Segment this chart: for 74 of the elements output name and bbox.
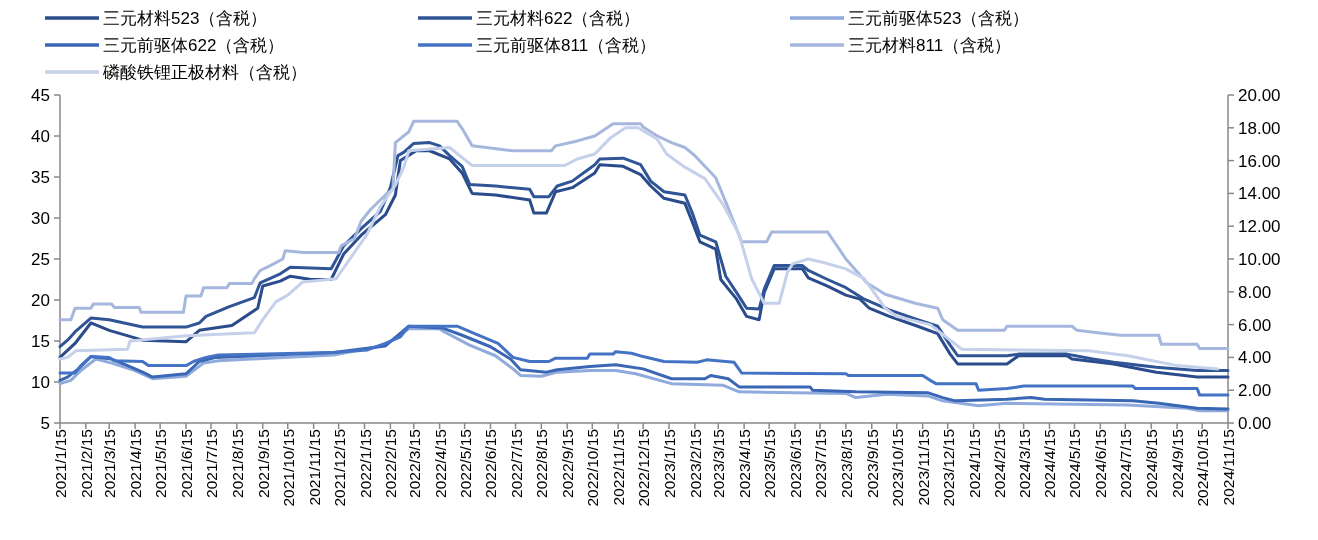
x-tick-label: 2023/2/15 bbox=[686, 429, 704, 498]
x-tick-label: 2022/4/15 bbox=[431, 429, 449, 498]
x-tick-label: 2023/1/15 bbox=[661, 429, 679, 498]
x-tick-label: 2023/10/15 bbox=[888, 429, 906, 507]
y-tick-label: 15 bbox=[31, 332, 50, 351]
x-tick-label: 2024/6/15 bbox=[1092, 429, 1110, 498]
x-tick-label: 2022/5/15 bbox=[456, 429, 474, 498]
x-tick-label: 2021/8/15 bbox=[228, 429, 246, 498]
x-tick-label: 2022/3/15 bbox=[405, 429, 423, 498]
x-tick-label: 2021/3/15 bbox=[101, 429, 119, 498]
x-tick-label: 2023/6/15 bbox=[787, 429, 805, 498]
legend-label: 三元材料523（含税） bbox=[103, 9, 268, 28]
x-tick-label: 2024/4/15 bbox=[1041, 429, 1059, 498]
x-tick-label: 2023/3/15 bbox=[710, 429, 728, 498]
y2-tick-label: 4.00 bbox=[1238, 348, 1272, 368]
x-tick-label: 2021/1/15 bbox=[52, 429, 69, 498]
y-tick-label: 5 bbox=[40, 414, 50, 433]
x-tick-label: 2022/12/15 bbox=[635, 429, 653, 507]
x-tick-label: 2024/2/15 bbox=[991, 429, 1009, 498]
y2-tick-label: 14.00 bbox=[1238, 184, 1281, 204]
x-tick-label: 2021/2/15 bbox=[77, 429, 95, 498]
y2-tick-label: 2.00 bbox=[1238, 381, 1272, 401]
y-tick-label: 30 bbox=[31, 209, 50, 228]
x-tick-label: 2023/12/15 bbox=[939, 429, 957, 507]
x-tick-label: 2024/7/15 bbox=[1117, 429, 1135, 498]
y-tick-label: 35 bbox=[31, 168, 50, 187]
y2-tick-label: 10.00 bbox=[1238, 250, 1281, 269]
x-tick-label: 2021/5/15 bbox=[152, 429, 170, 498]
x-tick-label: 2023/11/15 bbox=[914, 429, 932, 506]
x-tick-label: 2022/1/15 bbox=[356, 429, 374, 498]
legend-label: 三元前驱体523（含税） bbox=[848, 9, 1030, 28]
y2-tick-label: 18.00 bbox=[1238, 118, 1281, 138]
x-tick-label: 2021/6/15 bbox=[177, 429, 195, 498]
x-tick-label: 2023/4/15 bbox=[736, 429, 754, 498]
y2-tick-label: 6.00 bbox=[1238, 315, 1272, 335]
x-tick-label: 2024/8/15 bbox=[1143, 429, 1161, 498]
legend-label: 三元前驱体622（含税） bbox=[103, 36, 285, 55]
x-tick-label: 2022/8/15 bbox=[533, 429, 551, 498]
x-tick-label: 2022/7/15 bbox=[507, 429, 525, 498]
x-tick-label: 2021/7/15 bbox=[203, 429, 221, 498]
x-tick-label: 2024/11/15 bbox=[1220, 429, 1237, 506]
y-tick-label: 40 bbox=[31, 127, 50, 146]
x-tick-label: 2023/8/15 bbox=[837, 429, 855, 498]
x-tick-label: 2023/9/15 bbox=[863, 429, 881, 498]
x-tick-label: 2024/1/15 bbox=[965, 429, 983, 498]
x-tick-label: 2021/9/15 bbox=[254, 429, 272, 498]
y-tick-label: 45 bbox=[31, 86, 50, 105]
x-tick-label: 2021/4/15 bbox=[127, 429, 145, 498]
x-tick-label: 2022/11/15 bbox=[610, 429, 628, 506]
x-tick-label: 2021/10/15 bbox=[279, 429, 297, 507]
y-tick-label: 10 bbox=[31, 373, 50, 392]
legend-label: 三元材料811（含税） bbox=[848, 36, 1012, 55]
x-tick-label: 2022/2/15 bbox=[382, 429, 400, 498]
x-tick-label: 2024/10/15 bbox=[1194, 429, 1212, 507]
y2-tick-label: 8.00 bbox=[1238, 282, 1272, 302]
y-tick-label: 25 bbox=[31, 250, 50, 269]
x-tick-label: 2022/6/15 bbox=[482, 429, 500, 498]
y2-tick-label: 16.00 bbox=[1238, 151, 1281, 171]
x-tick-label: 2021/12/15 bbox=[330, 429, 348, 507]
legend-label: 三元材料622（含税） bbox=[476, 9, 641, 28]
x-tick-label: 2024/3/15 bbox=[1015, 429, 1033, 498]
legend-label: 磷酸铁锂正极材料（含税） bbox=[102, 63, 307, 82]
y2-tick-label: 20.00 bbox=[1238, 86, 1281, 105]
x-tick-label: 2023/5/15 bbox=[761, 429, 779, 498]
x-tick-label: 2024/9/15 bbox=[1169, 429, 1187, 498]
x-tick-label: 2024/5/15 bbox=[1066, 429, 1084, 498]
x-tick-label: 2022/9/15 bbox=[559, 429, 577, 498]
y-tick-label: 20 bbox=[31, 291, 50, 310]
legend-label: 三元前驱体811（含税） bbox=[476, 36, 657, 55]
y2-tick-label: 12.00 bbox=[1238, 217, 1281, 237]
x-tick-label: 2022/10/15 bbox=[584, 429, 602, 507]
x-tick-label: 2023/7/15 bbox=[812, 429, 830, 498]
x-tick-label: 2021/11/15 bbox=[305, 429, 323, 506]
y2-tick-label: 0.00 bbox=[1238, 414, 1272, 433]
